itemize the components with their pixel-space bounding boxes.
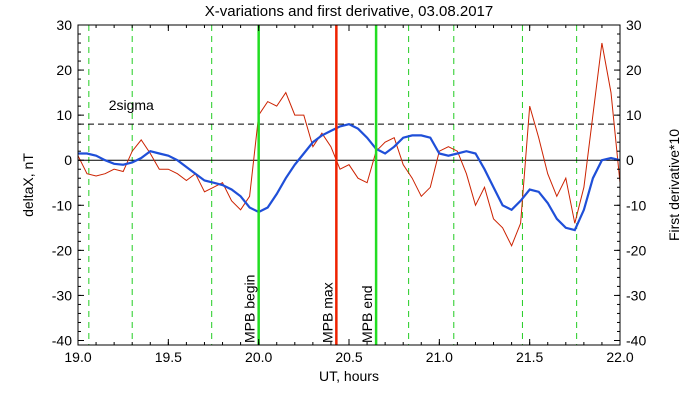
y-tick-label-left: 0 (64, 152, 72, 168)
y-tick-label-right: 20 (626, 62, 642, 78)
y-tick-label-left: -20 (52, 242, 72, 258)
y-tick-label-right: 30 (626, 17, 642, 33)
y-tick-label-left: 10 (56, 107, 72, 123)
x-tick-label: 19.5 (155, 349, 182, 365)
mpb-marker-label: MPB begin (242, 275, 258, 343)
marker-layer: MPB begin MPB max MPB end (242, 25, 378, 345)
y-axis-label-left: deltaX, nT (20, 153, 36, 217)
y-tick-label-left: 30 (56, 17, 72, 33)
x-tick-label: 21.0 (426, 349, 453, 365)
y-axis-label-right: First derivative*10 (666, 129, 682, 241)
y-tick-label-left: -10 (52, 197, 72, 213)
x-tick-label: 19.0 (64, 349, 91, 365)
y-tick-label-right: -40 (626, 332, 646, 348)
x-tick-label: 21.5 (516, 349, 543, 365)
two-sigma-label: 2sigma (109, 97, 154, 113)
tick-layer: 19.0 19.5 20.0 20.5 21.0 21.5 22.0 30 30 20 20 10 10… (52, 17, 647, 365)
x-tick-label: 20.0 (245, 349, 272, 365)
x-axis-label: UT, hours (319, 368, 379, 384)
y-tick-label-right: -30 (626, 287, 646, 303)
derivative-series-line (77, 42, 621, 248)
x-tick-label: 22.0 (606, 349, 633, 365)
reference-lines: 2sigma (78, 25, 620, 345)
y-tick-label-left: -30 (52, 287, 72, 303)
mpb-marker-label: MPB max (319, 282, 335, 343)
chart-title: X-variations and first derivative, 03.08… (205, 3, 494, 20)
plot-frame (77, 24, 621, 346)
y-tick-label-left: 20 (56, 62, 72, 78)
x-tick-label: 20.5 (335, 349, 362, 365)
mpb-marker-label: MPB end (359, 285, 375, 343)
y-tick-label-right: 10 (626, 107, 642, 123)
y-tick-label-left: -40 (52, 332, 72, 348)
deltax-series-line (78, 123, 621, 232)
series-layer (77, 42, 621, 248)
y-tick-label-right: 0 (626, 152, 634, 168)
y-tick-label-right: -10 (626, 197, 646, 213)
y-tick-label-right: -20 (626, 242, 646, 258)
